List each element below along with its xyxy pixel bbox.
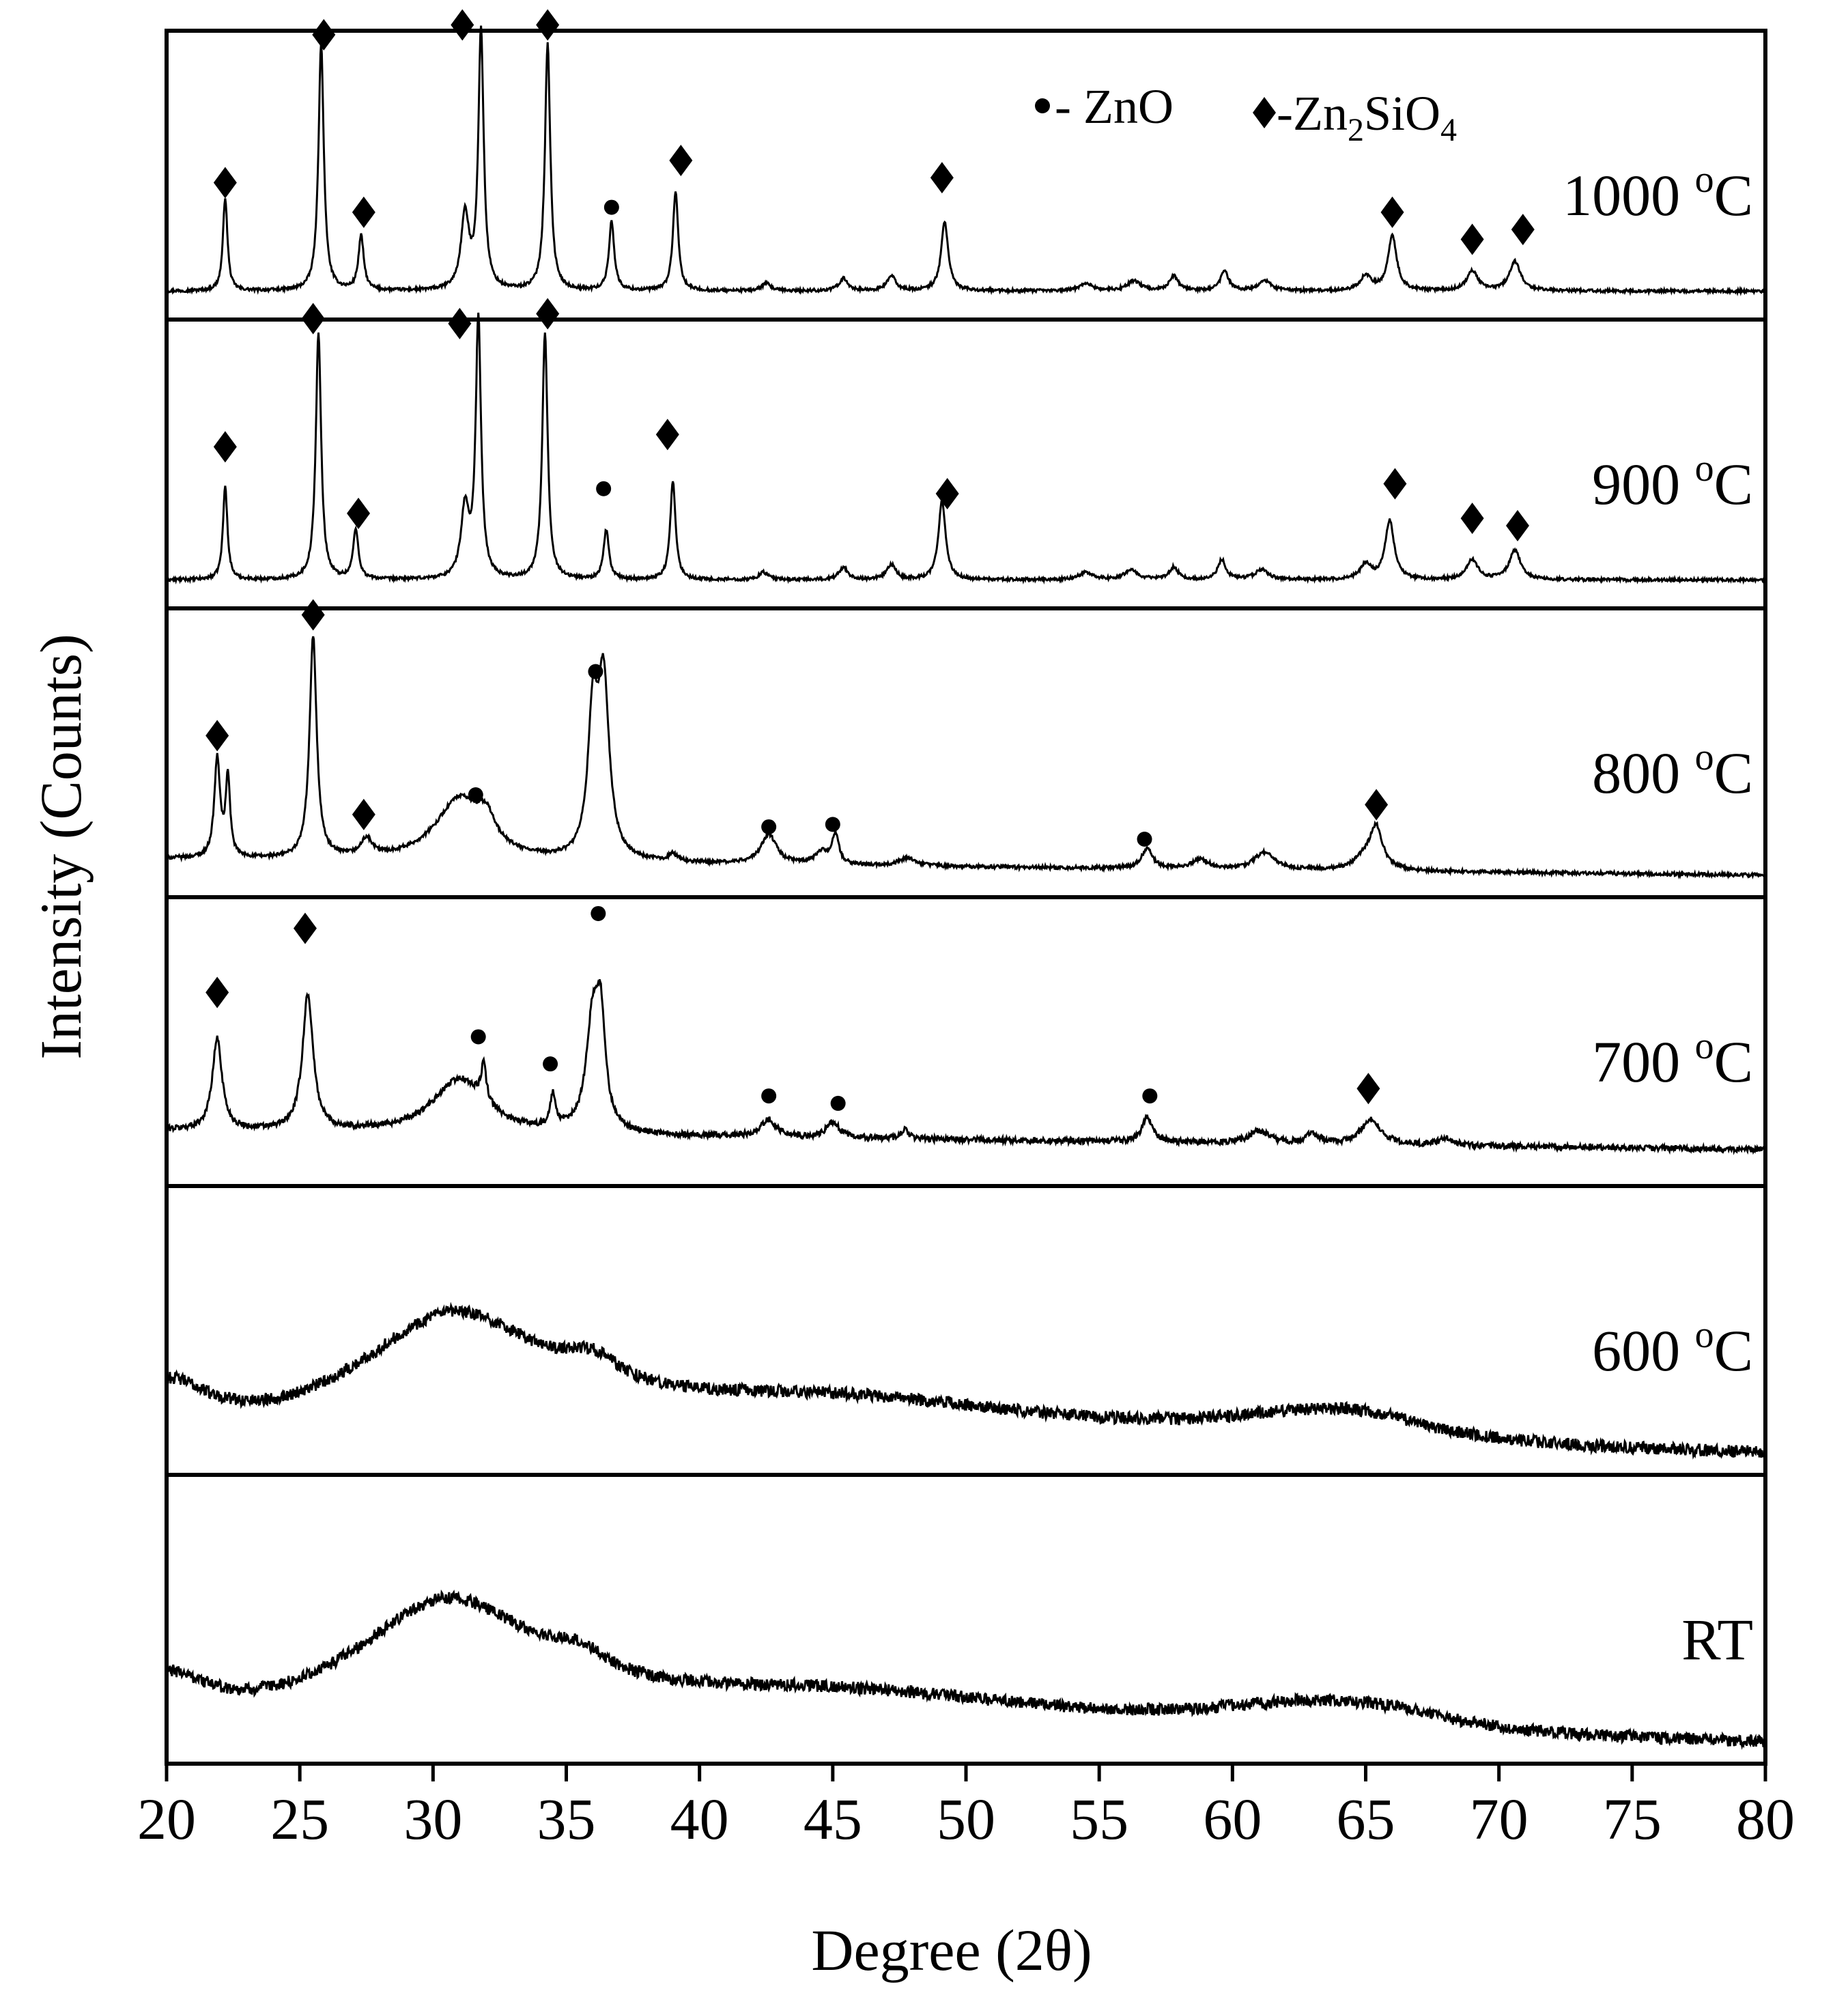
panels-layer: 1000 oC 900 oC 800 oC 700 oC 600 oC RT: [165, 9, 1767, 1766]
zno-peak-marker: [830, 1095, 846, 1111]
zno-peak-marker: [1137, 832, 1152, 847]
legend-zn2sio4-marker: [1253, 97, 1276, 128]
zno-peak-marker: [596, 481, 612, 496]
zn2sio4-peak-marker: [347, 497, 371, 529]
x-tick-label: 65: [1337, 1786, 1395, 1852]
zn2sio4-peak-marker: [930, 162, 954, 194]
zn2sio4-peak-marker: [213, 167, 237, 199]
zn2sio4-peak-marker: [1365, 789, 1389, 821]
zn2sio4-peak-marker: [205, 720, 229, 752]
panel-temperature-label: 700 oC: [1592, 1025, 1753, 1095]
xrd-pattern-line: [166, 1589, 1766, 1750]
xrd-pattern-line: [165, 979, 1767, 1156]
panel-temperature-label: 1000 oC: [1563, 158, 1753, 228]
zn2sio4-peak-marker: [1460, 503, 1484, 535]
panel-temperature-label: RT: [1681, 1607, 1753, 1672]
panel-2: 800 oC: [165, 599, 1767, 880]
zno-peak-marker: [825, 817, 840, 832]
zno-peak-marker: [761, 1088, 777, 1104]
xrd-pattern-line: [165, 1301, 1767, 1460]
legend: - ZnO -Zn2SiO4: [1035, 79, 1457, 148]
x-tick-label: 20: [137, 1786, 196, 1852]
zn2sio4-peak-marker: [352, 798, 375, 830]
zn2sio4-peak-marker: [312, 18, 336, 51]
panel-1: 900 oC: [165, 298, 1766, 585]
x-axis-label: Degree (2θ): [811, 1917, 1092, 1983]
zn2sio4-peak-marker: [1356, 1073, 1380, 1105]
zno-peak-marker: [761, 819, 777, 834]
legend-zn2sio4-label: -Zn2SiO4: [1277, 86, 1457, 148]
x-tick-label: 80: [1736, 1786, 1795, 1852]
zn2sio4-peak-marker: [1460, 223, 1484, 255]
y-axis-label: Intensity (Counts): [28, 634, 94, 1059]
x-tick-label: 45: [804, 1786, 862, 1852]
zn2sio4-peak-marker: [1383, 468, 1407, 500]
x-tick-label: 60: [1203, 1786, 1262, 1852]
zn2sio4-peak-marker: [1505, 509, 1529, 541]
zno-peak-marker: [603, 199, 619, 215]
x-tick-label: 40: [670, 1786, 729, 1852]
panel-temperature-label: 800 oC: [1592, 736, 1753, 806]
x-tick-label: 70: [1470, 1786, 1529, 1852]
xrd-pattern-line: [165, 25, 1766, 296]
panel-temperature-label: 600 oC: [1592, 1314, 1753, 1383]
zno-peak-marker: [543, 1056, 558, 1072]
zn2sio4-peak-marker: [1380, 196, 1404, 228]
panel-4: 600 oC: [165, 1184, 1767, 1460]
zn2sio4-peak-marker: [655, 419, 679, 451]
zn2sio4-peak-marker: [352, 196, 375, 228]
zno-peak-marker: [470, 1029, 486, 1045]
zno-peak-marker: [468, 787, 483, 803]
x-tick-label: 50: [937, 1786, 995, 1852]
zn2sio4-peak-marker: [1511, 214, 1535, 246]
x-tick-label: 30: [403, 1786, 462, 1852]
legend-zno-marker: [1035, 98, 1050, 113]
x-tick-label: 75: [1603, 1786, 1662, 1852]
zn2sio4-peak-marker: [293, 912, 317, 944]
xrd-pattern-line: [165, 312, 1766, 585]
x-axis: 20 25 30 35 40 45 50 55 60 65 70 75 80: [137, 1764, 1795, 1852]
zn2sio4-peak-marker: [448, 307, 472, 339]
legend-zno-label: - ZnO: [1055, 79, 1174, 134]
zno-peak-marker: [1142, 1088, 1158, 1104]
x-tick-label: 25: [270, 1786, 329, 1852]
x-tick-label: 55: [1070, 1786, 1128, 1852]
zn2sio4-peak-marker: [669, 145, 693, 177]
panel-3: 700 oC: [165, 895, 1767, 1156]
panel-temperature-label: 900 oC: [1592, 447, 1753, 517]
zn2sio4-peak-marker: [205, 976, 229, 1008]
panel-5: RT: [166, 1473, 1766, 1750]
xrd-pattern-line: [165, 636, 1767, 880]
x-tick-label: 35: [537, 1786, 596, 1852]
zn2sio4-peak-marker: [213, 431, 237, 463]
zno-peak-marker: [591, 905, 606, 921]
zn2sio4-peak-marker: [935, 477, 959, 509]
zno-peak-marker: [588, 664, 603, 679]
